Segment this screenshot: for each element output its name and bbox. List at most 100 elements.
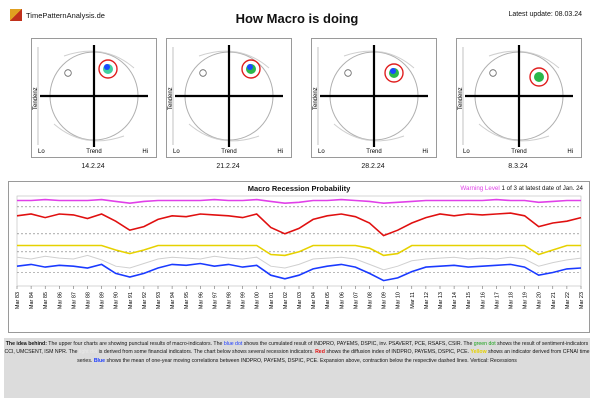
- x-tick-label: Mar 94: [170, 292, 176, 309]
- x-tick-label: Mar 02: [283, 292, 289, 309]
- quadrant-date: 14.2.24: [81, 163, 105, 170]
- quadrant-chart-4: Tendenz Lo Trend Hi: [456, 38, 582, 158]
- x-tick-label: Mar 05: [325, 292, 331, 309]
- x-tick-label: Mar 88: [86, 292, 92, 309]
- x-tick-label: Mar 90: [114, 292, 120, 309]
- quadrant-arc: [343, 50, 415, 69]
- x-tick-label: Mar 16: [480, 292, 486, 309]
- light-dot: [489, 69, 497, 77]
- x-tick-label: Mar 98: [227, 292, 233, 309]
- x-tick-label: Mar 04: [311, 292, 317, 309]
- x-tick-label: Mar 20: [537, 292, 543, 309]
- quadrant-arc: [488, 50, 560, 69]
- y-axis-label: Tendenz: [458, 87, 464, 110]
- x-axis-lo-label: Lo: [463, 149, 470, 155]
- blue-dot: [390, 68, 396, 74]
- x-axis-lo-label: Lo: [38, 149, 45, 155]
- series-line: [16, 212, 582, 237]
- x-tick-label: Mar 12: [424, 292, 430, 309]
- light-dot: [64, 69, 72, 77]
- x-axis-hi-label: Hi: [567, 149, 573, 155]
- quadrant-date: 8.3.24: [508, 163, 528, 170]
- x-tick-label: Mar 18: [509, 292, 515, 309]
- description-footer: The idea behind: The upper four charts a…: [4, 338, 590, 398]
- y-axis-label: Tendenz: [313, 87, 319, 110]
- series-line: [16, 262, 582, 282]
- footer-text: is derived from some financial indicator…: [97, 349, 316, 356]
- quadrant-chart-3: Tendenz Lo Trend Hi: [311, 38, 437, 158]
- quadrant-arc: [333, 123, 405, 142]
- footer-text: shows an indicator derived from CFNAI ti…: [77, 349, 590, 364]
- warning-ring: [384, 63, 404, 83]
- footer-green-dot: green dot: [473, 341, 496, 347]
- quadrant-chart-2: Tendenz Lo Trend Hi: [166, 38, 292, 158]
- footer-blue: Blue: [93, 357, 106, 364]
- quadrant-date: 28.2.24: [361, 163, 385, 170]
- x-tick-label: Mar 11: [410, 292, 416, 309]
- warning-ring: [529, 67, 549, 87]
- quadrant-arc: [188, 123, 260, 142]
- x-tick-label: Mar 14: [452, 292, 458, 309]
- x-tick-label: Mar 01: [269, 292, 275, 309]
- latest-update: Latest update: 08.03.24: [508, 11, 582, 18]
- y-axis-label: Tendenz: [168, 87, 174, 110]
- x-tick-label: Mar 06: [339, 292, 345, 309]
- x-tick-label: Mar 23: [579, 292, 585, 309]
- x-tick-label: Mar 97: [212, 292, 218, 309]
- quadrant-date: 21.2.24: [216, 163, 240, 170]
- recession-chart: Mar 83 Mar 84 Mar 85 Mar 86 Mar 87 Mar 88 Mar …: [15, 195, 585, 309]
- warning-ring: [98, 59, 118, 79]
- recession-chart-title: Macro Recession Probability: [247, 184, 351, 193]
- warning-ring: [241, 59, 261, 79]
- warning-level-label: Warning Level: [460, 185, 500, 192]
- footer-light-dot: light dot: [79, 349, 98, 356]
- footer-lead: The idea behind:: [5, 341, 47, 347]
- x-tick-label: Mar 03: [297, 292, 303, 309]
- quadrant-arc: [198, 50, 270, 69]
- x-axis-lo-label: Lo: [318, 149, 325, 155]
- page-title: How Macro is doing: [235, 11, 359, 26]
- series-line: [16, 254, 582, 271]
- x-tick-label: Mar 09: [382, 292, 388, 309]
- footer-text: shows the diffusion index of INDPRO, PAY…: [324, 349, 471, 356]
- footer-text: shows the cumulated result of INDPRO, PA…: [242, 341, 474, 347]
- x-axis-hi-label: Hi: [422, 149, 428, 155]
- x-tick-label: Mar 07: [353, 292, 359, 309]
- x-tick-label: Mar 83: [15, 292, 21, 309]
- blue-dot: [247, 64, 253, 70]
- quadrant-arc: [478, 123, 550, 142]
- recession-chart-panel: Macro Recession Probability Warning Leve…: [8, 181, 590, 333]
- x-tick-label: Mar 93: [156, 292, 162, 309]
- footer-blue-dot: blue dot: [223, 341, 243, 347]
- x-tick-label: Mar 96: [198, 292, 204, 309]
- x-tick-label: Mar 87: [71, 292, 77, 309]
- recession-legend: Warning Level 1 of 3 at latest date of J…: [460, 185, 583, 192]
- blue-dot: [104, 64, 110, 70]
- footer-red: Red: [315, 349, 325, 356]
- footer-text: The upper four charts are showing punctu…: [46, 341, 224, 347]
- x-tick-label: Mar 15: [466, 292, 472, 309]
- x-tick-label: Mar 21: [551, 292, 557, 309]
- x-axis-hi-label: Hi: [277, 149, 283, 155]
- light-dot: [199, 69, 207, 77]
- series-line: [17, 198, 581, 205]
- x-tick-label: Mar 10: [396, 292, 402, 309]
- x-tick-label: Mar 86: [57, 292, 63, 309]
- x-axis-trend-label: Trend: [221, 149, 236, 155]
- x-tick-label: Mar 95: [184, 292, 190, 309]
- x-tick-label: Mar 99: [241, 292, 247, 309]
- y-axis-label: Tendenz: [33, 87, 39, 110]
- x-axis-lo-label: Lo: [173, 149, 180, 155]
- x-tick-label: Mar 19: [523, 292, 529, 309]
- series-line: [17, 244, 581, 257]
- footer-text: shows the result of sentiment-indicators…: [4, 341, 589, 356]
- x-tick-label: Mar 08: [368, 292, 374, 309]
- x-tick-label: Mar 00: [255, 292, 261, 309]
- light-dot: [344, 69, 352, 77]
- site-logo[interactable]: TimePatternAnalysis.de: [10, 9, 105, 21]
- footer-yellow: Yellow: [470, 349, 487, 356]
- legend-status: 1 of 3 at latest date of Jan. 24: [501, 185, 583, 192]
- x-tick-label: Mar 22: [565, 292, 571, 309]
- x-axis-trend-label: Trend: [366, 149, 381, 155]
- quadrant-chart-1: Tendenz Lo Trend Hi: [31, 38, 157, 158]
